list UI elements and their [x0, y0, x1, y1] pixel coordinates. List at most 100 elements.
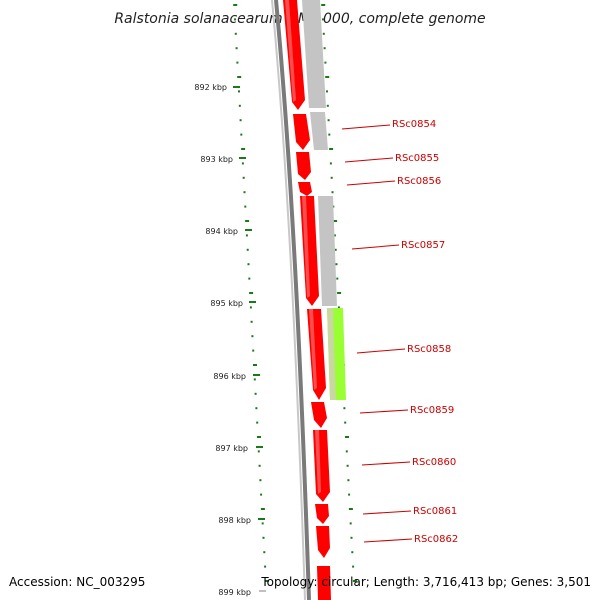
cds-gloss-2: [302, 196, 310, 298]
right-ring-dot: [322, 18, 324, 21]
left-ring-dot: [253, 364, 257, 366]
left-ring-dot: [257, 450, 260, 453]
map-title: Ralstonia solanacearum GMI1000, complete…: [114, 11, 485, 27]
cds-arrow-1: [293, 114, 310, 150]
kbp-label-899: 899 kbp: [218, 588, 251, 597]
cds-gloss: [285, 0, 321, 494]
left-ring-dot: [240, 133, 243, 136]
left-ring-dot: [241, 162, 244, 165]
highlight-feature-shade: [327, 308, 336, 400]
kbp-label-893: 893 kbp: [200, 155, 233, 164]
right-ring-dot: [333, 220, 338, 222]
right-ring-dot: [346, 464, 349, 467]
gene-label-rsc0857[interactable]: RSc0857: [401, 240, 445, 251]
cds-arrow-bottom: [317, 566, 331, 600]
left-ring-dot: [259, 479, 262, 482]
left-ring-dot: [249, 292, 254, 294]
leader-line-rsc0860: [361, 461, 411, 466]
kbp-label-894: 894 kbp: [205, 227, 238, 236]
left-ring-dot: [237, 76, 242, 78]
left-ring-dot: [234, 32, 237, 35]
cds-gloss-3: [309, 309, 317, 390]
left-ring-dot: [258, 464, 261, 467]
right-ring-dot: [323, 47, 326, 50]
left-ring-dot: [256, 421, 259, 424]
left-ring-dot: [242, 176, 245, 179]
gene-label-rsc0858[interactable]: RSc0858: [407, 344, 451, 355]
left-ring-dot: [241, 148, 246, 150]
right-ring-dot: [348, 508, 353, 510]
leader-line-rsc0858: [356, 348, 406, 354]
left-ring-dot: [244, 205, 247, 208]
right-ring-dot: [324, 61, 327, 64]
left-ring-dot: [239, 119, 242, 122]
right-ring-dot: [347, 479, 350, 482]
right-ring-dot: [329, 162, 332, 165]
left-ring-dot: [261, 522, 264, 525]
left-ring-dot: [257, 436, 261, 438]
right-ring-dot: [325, 76, 330, 78]
left-ring-dot: [255, 407, 258, 410]
right-ring-dot: [337, 306, 340, 309]
gene-label-rsc0859[interactable]: RSc0859: [410, 405, 454, 416]
gene-label-rsc0860[interactable]: RSc0860: [412, 457, 456, 468]
kbp-scale: 892 kbp 893 kbp 894 kbp 895 kbp 896 kbp …: [194, 83, 266, 597]
kbp-label-895: 895 kbp: [210, 299, 243, 308]
left-ring-dot: [238, 90, 240, 93]
gene-label-rsc0862[interactable]: RSc0862: [414, 534, 458, 545]
right-ring-dot: [326, 90, 328, 93]
leader-line-rsc0861: [362, 510, 412, 515]
right-ring-dot: [333, 234, 336, 237]
left-ring-dot: [260, 493, 263, 496]
right-ring-dot: [352, 565, 355, 568]
leader-line-rsc0856: [346, 180, 396, 186]
left-ring-dot: [263, 551, 266, 554]
right-ring-dot: [327, 119, 330, 122]
right-ring-dot: [329, 148, 334, 150]
right-ring-dot: [330, 176, 333, 179]
right-ring-dot: [352, 580, 357, 582]
left-tick-ring: [233, 4, 269, 582]
cds-arrow-2: [296, 152, 311, 180]
leader-line-rsc0857: [351, 244, 400, 250]
leader-line-rsc0854: [341, 124, 391, 130]
gene-label-rsc0855[interactable]: RSc0855: [395, 153, 439, 164]
left-ring-dot: [246, 248, 249, 251]
gray-feature-ring: [302, 0, 337, 306]
genome-summary-text: Topology: circular; Length: 3,716,413 bp…: [260, 575, 591, 589]
left-ring-dot: [264, 565, 267, 568]
kbp-label-898: 898 kbp: [218, 516, 251, 525]
cds-gloss-4: [315, 430, 321, 494]
gene-label-rsc0856[interactable]: RSc0856: [397, 176, 441, 187]
left-ring-dot: [235, 47, 238, 50]
genome-backbone: [274, 0, 311, 600]
gene-label-rsc0861[interactable]: RSc0861: [413, 506, 457, 517]
leader-line-rsc0859: [359, 409, 409, 414]
leader-line-rsc0855: [344, 157, 394, 163]
right-ring-dot: [328, 133, 331, 136]
genome-backbone-shadow: [271, 0, 306, 600]
left-ring-dot: [254, 392, 257, 395]
right-ring-dot: [345, 450, 348, 453]
left-ring-dot: [250, 320, 253, 323]
cds-arrow-6: [311, 402, 327, 428]
right-ring-dot: [350, 536, 353, 539]
right-ring-dot: [345, 436, 349, 438]
left-ring-dot: [264, 580, 269, 582]
cds-arrow-3: [298, 182, 312, 196]
leader-line-rsc0862: [363, 538, 413, 543]
gene-label-group: RSc0854 RSc0855 RSc0856 RSc0857 RSc0858 …: [341, 119, 458, 545]
right-ring-dot: [322, 32, 325, 35]
left-ring-dot: [245, 234, 248, 237]
right-ring-dot: [344, 421, 347, 424]
gene-label-rsc0854[interactable]: RSc0854: [392, 119, 436, 130]
left-ring-dot: [252, 349, 255, 352]
right-ring-dot: [335, 263, 338, 266]
kbp-label-897: 897 kbp: [215, 444, 248, 453]
accession-text: Accession: NC_003295: [9, 575, 145, 589]
left-ring-dot: [245, 220, 250, 222]
left-ring-dot: [247, 263, 250, 266]
right-ring-dot: [336, 277, 339, 280]
gray-feature-2: [310, 112, 328, 150]
